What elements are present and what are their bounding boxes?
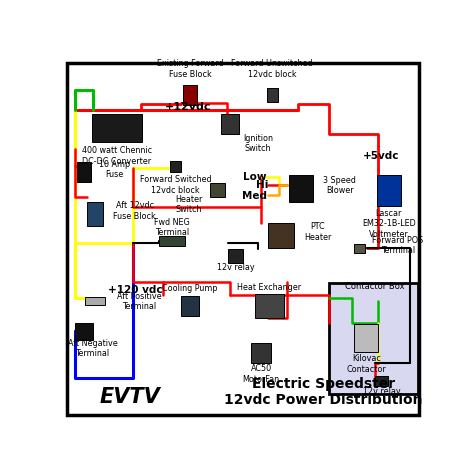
Bar — [159, 236, 184, 246]
Text: Hi: Hi — [256, 180, 268, 191]
Text: 400 watt Chennic
DC-DC Converter: 400 watt Chennic DC-DC Converter — [82, 146, 152, 166]
Bar — [170, 161, 181, 172]
Text: +120 vdc: +120 vdc — [108, 285, 163, 295]
Bar — [268, 223, 294, 248]
Bar — [92, 114, 142, 142]
Text: +12vdc: +12vdc — [164, 102, 211, 112]
Text: Kilovac
Contactor: Kilovac Contactor — [346, 355, 386, 374]
Text: 12v relay: 12v relay — [363, 387, 401, 396]
Text: Forward Switched
12vdc block: Forward Switched 12vdc block — [139, 175, 211, 194]
Bar — [87, 202, 103, 226]
Text: EVTV: EVTV — [100, 387, 160, 407]
Text: Forward Unswitched
12vdc block: Forward Unswitched 12vdc block — [231, 59, 313, 79]
Bar — [221, 114, 239, 135]
Bar — [210, 183, 225, 197]
Text: PTC
Heater: PTC Heater — [304, 222, 332, 242]
Bar — [355, 324, 378, 352]
Text: Lascar
EM32-1B-LED
Voltmeter: Lascar EM32-1B-LED Voltmeter — [362, 209, 416, 239]
Bar — [228, 249, 243, 263]
Bar — [290, 174, 313, 202]
Bar — [85, 297, 105, 305]
Bar — [182, 85, 197, 105]
Bar — [255, 294, 284, 318]
Text: Aft Positive
Terminal: Aft Positive Terminal — [117, 292, 162, 311]
Text: AC50
MotorFan: AC50 MotorFan — [243, 364, 280, 383]
Text: Contactor Box: Contactor Box — [345, 283, 404, 292]
Bar — [376, 174, 401, 206]
Text: Fwd NEG
Terminal: Fwd NEG Terminal — [154, 218, 190, 237]
Text: Ignition
Switch: Ignition Switch — [243, 134, 273, 153]
Bar — [328, 283, 418, 394]
Text: Aft 12vdc
Fuse Block: Aft 12vdc Fuse Block — [113, 201, 156, 220]
Text: Heater
Switch: Heater Switch — [175, 195, 203, 214]
Text: 3 Speed
Blower: 3 Speed Blower — [323, 176, 356, 195]
Bar — [375, 375, 388, 386]
Bar — [354, 245, 365, 253]
Text: Cooling Pump: Cooling Pump — [162, 284, 218, 293]
Text: Aft Negative
Terminal: Aft Negative Terminal — [68, 338, 118, 358]
Bar — [267, 88, 278, 102]
Text: Med: Med — [242, 191, 267, 201]
Bar — [181, 296, 199, 316]
Text: Existing Forward
Fuse Block: Existing Forward Fuse Block — [157, 59, 223, 79]
Text: Low: Low — [243, 172, 267, 182]
Bar — [77, 162, 91, 182]
Text: Forward POS
Terminal: Forward POS Terminal — [373, 236, 424, 255]
Text: 12v relay: 12v relay — [217, 264, 255, 273]
Bar — [251, 343, 271, 363]
Text: Heat Exchanger: Heat Exchanger — [237, 283, 301, 292]
Bar — [75, 323, 93, 340]
Text: +5vdc: +5vdc — [364, 151, 400, 161]
Text: Electric Speedster
12vdc Power Distribution: Electric Speedster 12vdc Power Distribut… — [224, 377, 422, 407]
Text: 10 Amp
Fuse: 10 Amp Fuse — [99, 160, 130, 179]
